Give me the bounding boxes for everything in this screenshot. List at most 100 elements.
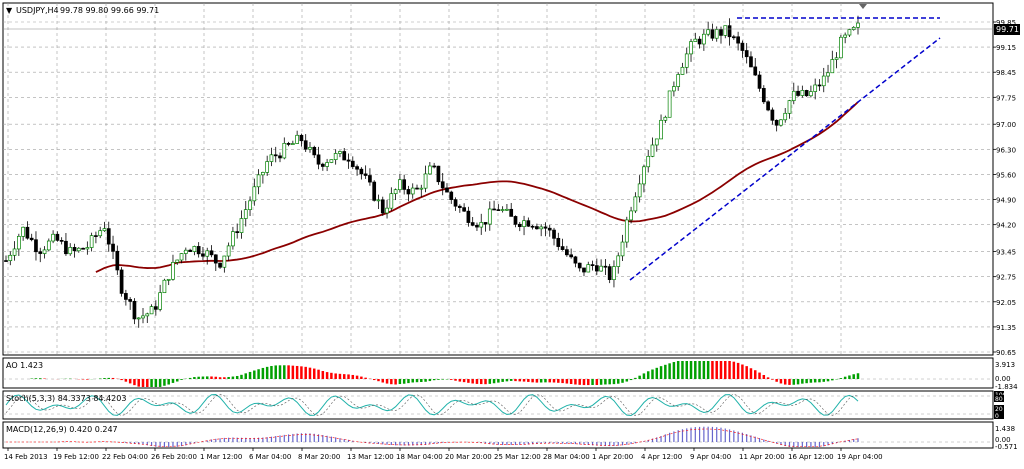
- candle-body: [205, 250, 210, 257]
- candle-body: [731, 36, 736, 39]
- candle-body: [385, 207, 389, 214]
- candle-body: [556, 237, 561, 247]
- candle-body: [834, 57, 839, 60]
- candle-body: [389, 193, 394, 209]
- candle-body: [359, 168, 364, 175]
- candle-body: [462, 207, 466, 212]
- candle-body: [736, 36, 740, 44]
- time-axis: 14 Feb 2013 19 Feb 12:00 22 Feb 04:00 26 Fe…: [4, 448, 883, 461]
- time-tick-label: 9 Apr 04:00: [690, 453, 731, 461]
- candle-body: [119, 269, 124, 294]
- candle-body: [55, 233, 60, 241]
- macd-scale-mid: 0.00: [995, 436, 1011, 444]
- candle-body: [303, 140, 308, 150]
- candle-body: [697, 38, 702, 45]
- time-tick-label: 26 Feb 20:00: [151, 453, 197, 461]
- candle-body: [642, 166, 646, 185]
- candle-body: [552, 229, 556, 239]
- candle-body: [530, 225, 535, 228]
- stoch-scale-label: 20: [995, 406, 1003, 413]
- candle-body: [226, 245, 231, 257]
- candle-body: [192, 246, 197, 252]
- candle-body: [680, 66, 685, 75]
- candle-body: [402, 179, 407, 190]
- stoch-scale-label: 0: [995, 413, 999, 420]
- candle-body: [560, 246, 565, 250]
- price-tick-label: 97.75: [996, 94, 1016, 102]
- stoch-scale: 10080200: [994, 391, 1007, 420]
- price-tick-label: 94.20: [996, 222, 1016, 230]
- candle-body: [72, 247, 77, 252]
- candle-body: [68, 247, 73, 255]
- candle-body: [813, 84, 818, 92]
- candle-body: [779, 119, 783, 126]
- candle-body: [817, 84, 822, 87]
- candle-body: [158, 292, 162, 310]
- candle-body: [483, 222, 488, 225]
- candle-body: [372, 181, 377, 201]
- candle-body: [590, 264, 595, 266]
- candle-body: [470, 222, 475, 226]
- time-tick-label: 18 Mar 04:00: [396, 453, 443, 461]
- candle-body: [547, 227, 552, 231]
- candle-body: [663, 116, 668, 121]
- candle-body: [196, 246, 201, 255]
- ao-scale-bottom: -1.834: [995, 383, 1018, 391]
- candle-body: [637, 183, 642, 198]
- ao-histogram: [30, 361, 860, 387]
- candle-body: [329, 159, 334, 163]
- candle-body: [457, 205, 462, 208]
- ohlc-label: 99.78 99.80 99.66 99.71: [60, 6, 159, 15]
- candle-body: [171, 261, 175, 280]
- candle-body: [714, 29, 719, 39]
- price-tick-label: 91.35: [996, 324, 1016, 332]
- stoch-main-line: [5, 394, 859, 417]
- candle-body: [153, 306, 158, 310]
- support-trendline[interactable]: [629, 37, 941, 281]
- candle-body: [500, 209, 505, 211]
- candle-body: [415, 187, 419, 190]
- candle-body: [839, 36, 843, 59]
- time-tick-label: 11 Apr 20:00: [739, 453, 785, 461]
- candle-body: [569, 254, 573, 258]
- candle-body: [295, 134, 299, 144]
- symbol-label: USDJPY,H4: [16, 6, 59, 15]
- candle-body: [308, 146, 312, 150]
- candle-body: [333, 153, 338, 160]
- candle-body: [8, 254, 13, 262]
- time-tick-label: 14 Feb 2013: [4, 453, 48, 461]
- candle-body: [183, 249, 188, 254]
- candle-body: [830, 59, 835, 74]
- candle-body: [261, 172, 265, 176]
- candle-body: [702, 33, 706, 45]
- candle-body: [162, 279, 167, 294]
- time-tick-label: 4 Apr 12:00: [641, 453, 682, 461]
- candle-body: [419, 187, 424, 190]
- candle-body: [809, 91, 813, 97]
- candle-body: [218, 262, 222, 268]
- candles: [4, 15, 860, 328]
- candle-body: [543, 226, 548, 229]
- price-tick-label: 99.15: [996, 44, 1016, 52]
- candle-body: [761, 88, 766, 103]
- stoch-lines: [5, 393, 859, 417]
- candle-body: [166, 278, 171, 281]
- candle-body: [843, 34, 848, 38]
- candle-body: [449, 191, 454, 200]
- candle-body: [667, 90, 672, 118]
- candle-body: [98, 230, 103, 237]
- candle-body: [684, 53, 689, 68]
- stoch-scale-box: [994, 391, 1004, 398]
- stoch-label: Stoch(5,3,3) 84.3373 84.4203: [6, 394, 126, 403]
- candle-body: [252, 186, 257, 202]
- candle-body: [787, 100, 792, 114]
- candle-body: [38, 251, 43, 254]
- candle-body: [325, 162, 329, 167]
- candle-body: [535, 226, 539, 230]
- shift-marker-icon[interactable]: [859, 4, 867, 9]
- macd-scale-top: 1.438: [995, 425, 1015, 433]
- candle-body: [265, 161, 270, 173]
- candle-body: [423, 173, 428, 189]
